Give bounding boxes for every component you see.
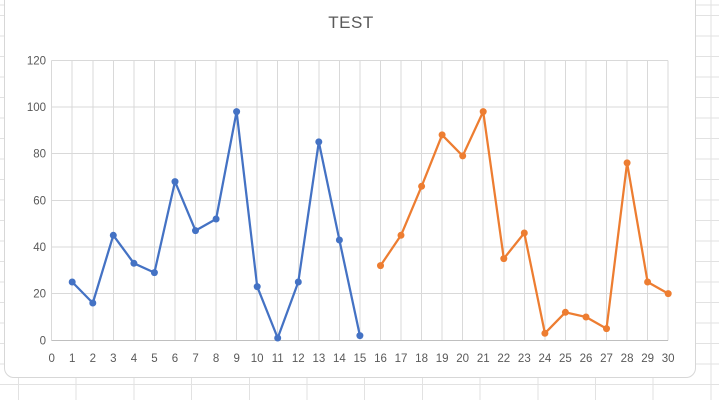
x-axis-tick-label: 8 [213, 353, 219, 365]
data-point-marker[interactable] [418, 182, 426, 190]
data-point-marker[interactable] [253, 283, 261, 291]
data-point-marker[interactable] [520, 229, 528, 237]
data-point-marker[interactable] [377, 262, 384, 270]
x-axis-tick-label: 27 [600, 353, 613, 365]
y-axis-tick-label: 0 [40, 335, 46, 347]
y-axis-tick-label: 20 [33, 289, 46, 301]
data-point-marker[interactable] [109, 231, 117, 239]
data-point-marker[interactable] [212, 215, 220, 223]
series-1 [68, 108, 364, 342]
x-axis-tick-label: 5 [151, 353, 157, 365]
x-axis-tick-label: 18 [415, 353, 428, 365]
data-point-marker[interactable] [315, 138, 323, 146]
x-axis-tick-label: 9 [233, 353, 239, 365]
data-point-marker[interactable] [68, 278, 76, 286]
x-axis-tick-label: 16 [374, 353, 387, 365]
x-axis-tick-label: 29 [641, 353, 654, 365]
y-axis-tick-label: 40 [33, 242, 46, 254]
x-axis-tick-label: 20 [456, 353, 469, 365]
data-point-marker[interactable] [130, 259, 138, 267]
chart-title: TEST [328, 13, 374, 32]
data-point-marker[interactable] [644, 278, 652, 286]
data-point-marker[interactable] [335, 236, 343, 244]
x-axis-tick-label: 12 [292, 353, 305, 365]
x-axis-tick-label: 19 [436, 353, 449, 365]
data-point-marker[interactable] [150, 269, 158, 277]
y-axis-tick-label: 120 [27, 55, 46, 67]
y-axis-tick-label: 100 [27, 102, 46, 114]
x-axis-tick-label: 6 [172, 353, 178, 365]
data-point-marker[interactable] [561, 308, 569, 316]
x-axis-tick-label: 11 [272, 353, 284, 365]
data-point-marker[interactable] [479, 108, 487, 116]
x-axis-tick-label: 23 [518, 353, 531, 365]
data-point-marker[interactable] [171, 178, 179, 186]
x-axis-tick-label: 13 [312, 353, 325, 365]
data-point-marker[interactable] [603, 325, 610, 333]
data-point-marker[interactable] [294, 278, 302, 286]
x-axis-tick-label: 0 [48, 353, 54, 365]
data-point-marker[interactable] [233, 108, 241, 116]
x-axis-tick-label: 22 [497, 353, 510, 365]
x-axis-tick-label: 7 [192, 353, 198, 365]
data-point-marker[interactable] [500, 255, 508, 263]
x-axis-tick-label: 28 [621, 353, 634, 365]
data-point-marker[interactable] [89, 299, 97, 307]
data-point-marker[interactable] [192, 227, 199, 235]
data-point-marker[interactable] [438, 131, 446, 139]
x-axis-tick-label: 14 [333, 353, 346, 365]
x-axis-tick-labels: 0 1 2 3 4 5 6 7 8 9 10 11 12 13 14 15 16 17 18 19 20 21 22 23 24… [48, 353, 674, 365]
x-axis-tick-label: 2 [90, 353, 96, 365]
data-point-marker[interactable] [397, 231, 405, 239]
y-axis-tick-label: 80 [33, 149, 46, 161]
x-axis-tick-label: 24 [538, 353, 551, 365]
x-axis-tick-label: 1 [69, 353, 75, 365]
data-point-marker[interactable] [459, 152, 467, 160]
data-point-marker[interactable] [356, 332, 364, 340]
data-point-marker[interactable] [541, 329, 549, 337]
x-axis-tick-label: 17 [395, 353, 408, 365]
data-point-marker[interactable] [623, 159, 631, 167]
data-point-marker[interactable] [664, 290, 672, 298]
series-2 [377, 108, 672, 337]
x-axis-tick-label: 30 [662, 353, 675, 365]
y-axis-tick-labels: 0 20 40 60 80 100 120 [27, 55, 46, 347]
x-axis-tick-label: 3 [110, 353, 116, 365]
x-axis-tick-label: 25 [559, 353, 572, 365]
y-axis-tick-label: 60 [33, 195, 46, 207]
gridlines [51, 59, 669, 341]
x-axis-tick-label: 15 [354, 353, 367, 365]
data-point-marker[interactable] [582, 313, 590, 321]
x-axis-tick-label: 10 [251, 353, 264, 365]
x-axis-tick-label: 21 [477, 353, 490, 365]
x-axis-tick-label: 4 [131, 353, 138, 365]
x-axis-tick-label: 26 [580, 353, 593, 365]
data-point-marker[interactable] [274, 334, 282, 342]
